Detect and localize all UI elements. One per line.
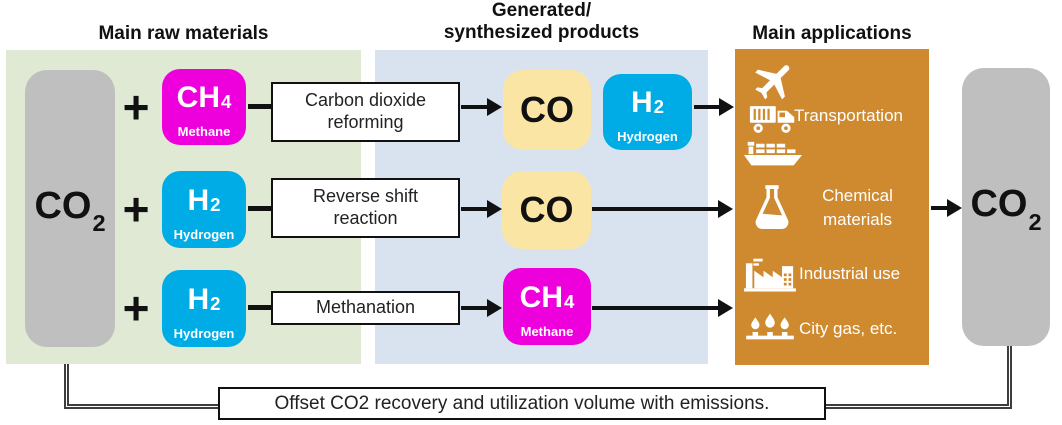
co2-sink-label: CO2 <box>970 183 1042 235</box>
co-product-box-2: CO <box>502 171 591 249</box>
h2-name: Hydrogen <box>173 227 235 242</box>
flow-arrow-to-apps-row2 <box>592 207 718 211</box>
flow-arrow-row1 <box>461 105 487 109</box>
ch4-product-box: CH 4 Methane <box>503 268 591 345</box>
co-label: CO <box>520 89 574 130</box>
process-box-methanation: Methanation <box>271 291 460 325</box>
co-product-box-1: CO <box>503 70 591 150</box>
process-box-reforming: Carbon dioxide reforming <box>271 82 460 142</box>
ship-icon <box>743 141 803 166</box>
airplane-icon <box>755 65 790 100</box>
h2-name: Hydrogen <box>617 129 678 144</box>
connector-dash-row1 <box>248 104 272 109</box>
flow-arrow-to-sink <box>931 206 947 210</box>
ch4-formula: CH 4 <box>519 280 575 314</box>
plus-sign-row3: + <box>122 282 150 334</box>
ch4-name: Methane <box>520 324 574 339</box>
header-generated-line1: Generated/ <box>491 0 592 21</box>
co-label: CO <box>519 189 574 230</box>
connector-dash-row3 <box>248 305 272 310</box>
offset-connector-left <box>64 347 223 409</box>
header-generated-products: Generated/ synthesized products <box>375 0 708 44</box>
co2-source-box: CO2 <box>25 70 115 347</box>
flow-arrow-row3 <box>461 306 487 310</box>
app-label-chemical: Chemical materials <box>822 186 893 229</box>
h2-name: Hydrogen <box>173 326 235 341</box>
app-label-transportation: Transportation <box>794 106 903 125</box>
gas-burner-icon <box>746 313 794 340</box>
app-label-city-gas: City gas, etc. <box>799 319 898 338</box>
applications-panel <box>735 49 929 365</box>
flow-arrow-row2 <box>461 207 487 211</box>
process-box-reverse-shift: Reverse shift reaction <box>271 178 460 238</box>
co2-sink-box: CO2 <box>962 68 1050 346</box>
connector-dash-row2 <box>248 206 272 211</box>
header-applications: Main applications <box>752 23 912 44</box>
header-generated-line2: synthesized products <box>443 22 640 43</box>
flask-icon <box>755 185 789 229</box>
ch4-name: Methane <box>177 124 231 139</box>
flow-arrow-to-apps-row1 <box>694 105 719 109</box>
header-raw-materials: Main raw materials <box>98 23 269 44</box>
factory-icon <box>744 258 796 292</box>
offset-connector-right <box>826 346 1012 409</box>
ch4-formula: CH 4 <box>176 81 232 114</box>
ch4-raw-box: CH 4 Methane <box>162 69 246 145</box>
app-label-industrial: Industrial use <box>799 264 901 283</box>
plus-sign-row1: + <box>122 81 150 133</box>
co2-source-label: CO2 <box>34 184 106 237</box>
flow-arrow-to-apps-row3 <box>592 306 718 310</box>
plus-sign-row2: + <box>122 183 150 235</box>
truck-icon <box>749 106 795 133</box>
offset-note-box: Offset CO2 recovery and utilization volu… <box>218 387 826 420</box>
